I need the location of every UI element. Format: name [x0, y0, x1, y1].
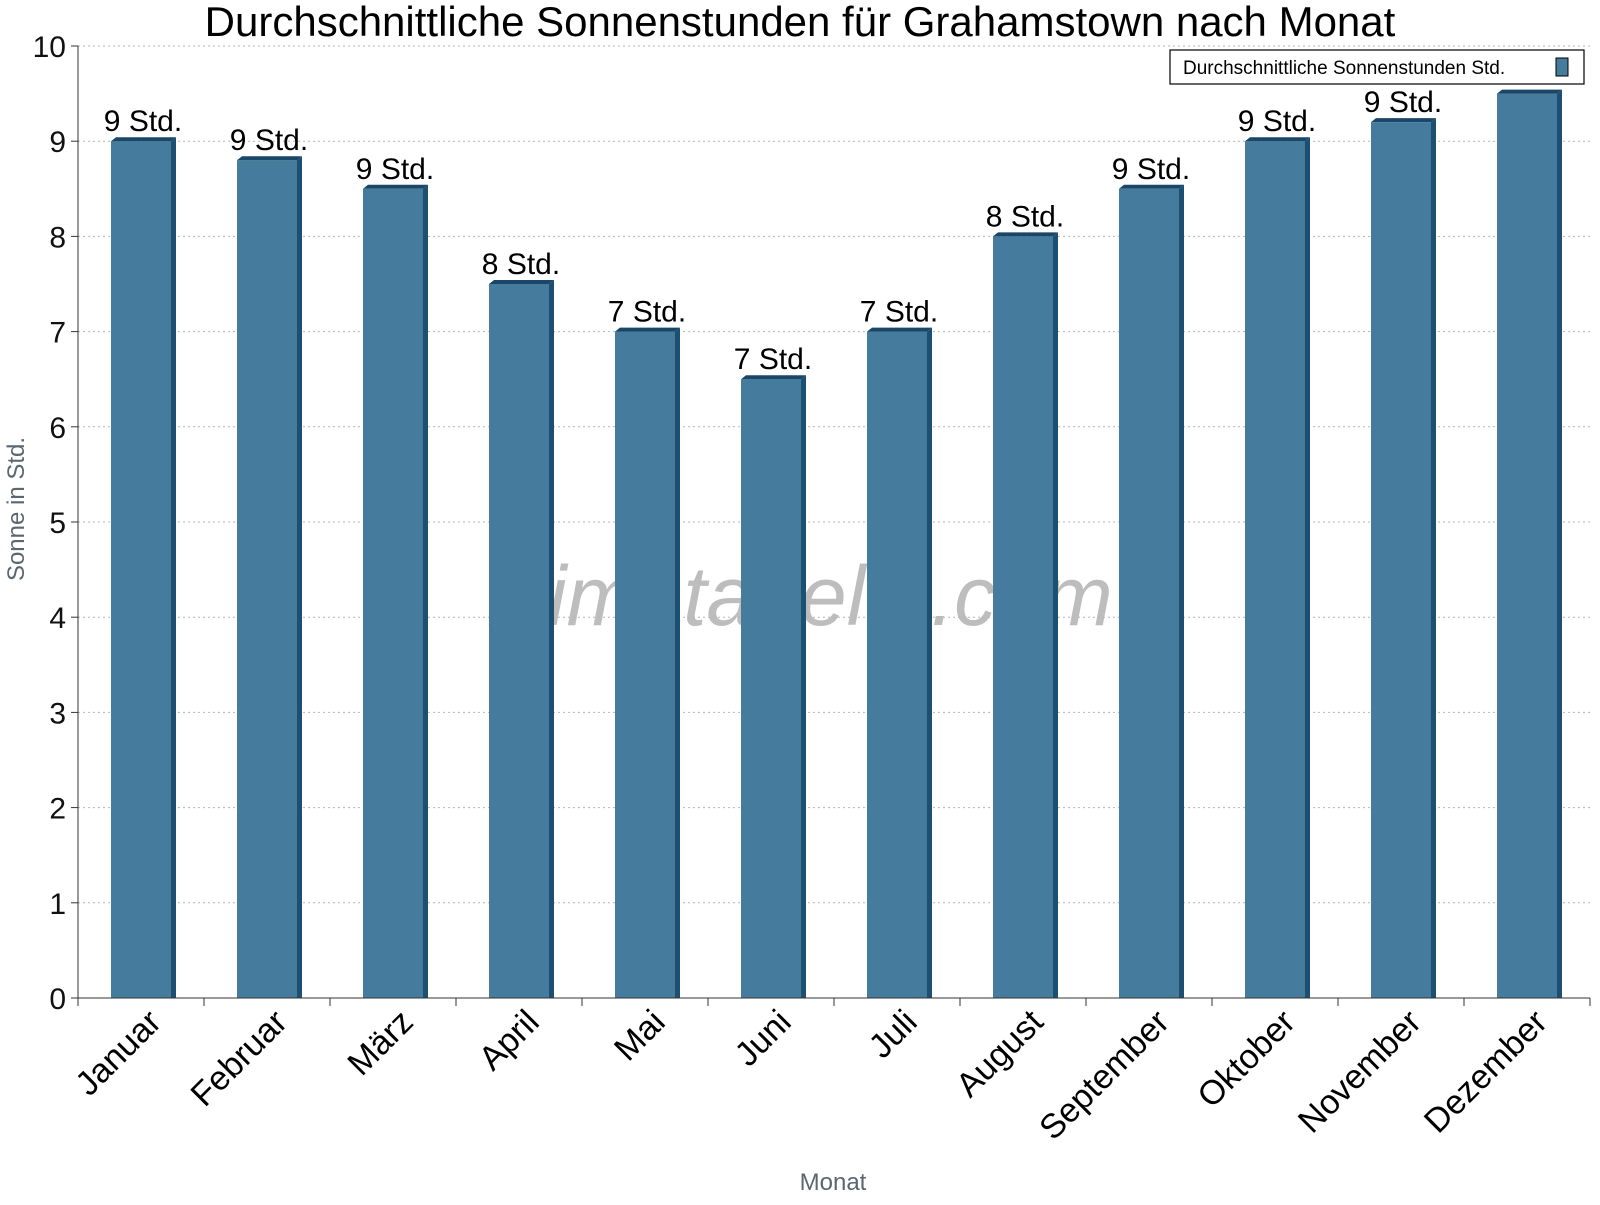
chart-title: Durchschnittliche Sonnenstunden für Grah… — [205, 0, 1396, 45]
bar-top — [489, 280, 554, 284]
bars — [111, 89, 1562, 999]
bar-top — [1119, 184, 1184, 189]
bar-side — [1053, 232, 1058, 998]
data-label: 8 Std. — [986, 200, 1064, 233]
bar-face — [489, 284, 549, 998]
bar-top — [1245, 137, 1310, 142]
y-tick-label: 8 — [49, 221, 66, 254]
bar — [615, 327, 680, 999]
data-label: 9 Std. — [230, 124, 308, 157]
bar — [741, 375, 806, 998]
y-tick-label: 3 — [49, 697, 66, 730]
bar-side — [1305, 137, 1310, 998]
bar-top — [111, 137, 176, 142]
data-label: 7 Std. — [608, 296, 686, 329]
y-tick-label: 7 — [49, 317, 66, 350]
bar-top — [993, 232, 1058, 237]
bar — [1371, 118, 1436, 998]
bar-face — [111, 141, 171, 998]
bar-side — [1431, 118, 1436, 998]
bar — [993, 232, 1058, 998]
x-tick-label: Oktober — [1190, 1003, 1302, 1115]
data-label: 7 Std. — [860, 296, 938, 329]
bar-face — [1371, 122, 1431, 998]
bar — [111, 137, 176, 998]
bar-face — [237, 160, 297, 999]
y-tick-label: 1 — [49, 888, 66, 921]
x-tick-label: April — [472, 1003, 547, 1078]
bar-side — [297, 156, 302, 999]
bar-top — [1371, 118, 1436, 123]
y-tick-label: 5 — [49, 507, 66, 540]
bar-face — [615, 331, 675, 999]
bar-top — [1497, 89, 1562, 94]
bar-face — [1245, 141, 1305, 998]
x-tick-label: Mai — [607, 1003, 673, 1069]
x-tick-label: Juli — [862, 1003, 925, 1066]
bar-face — [867, 331, 927, 999]
bar-side — [549, 280, 554, 998]
legend-box — [1169, 49, 1585, 85]
data-label: 9 Std. — [356, 153, 434, 186]
y-tick-label: 4 — [49, 602, 66, 635]
y-tick-label: 0 — [49, 983, 66, 1016]
bar-top — [363, 184, 428, 189]
bar-side — [423, 184, 428, 999]
bar-top — [237, 156, 302, 161]
bar-face — [741, 379, 801, 998]
x-tick-label: August — [949, 1002, 1051, 1104]
bar-side — [1179, 184, 1184, 999]
x-axis-label: Monat — [800, 1169, 867, 1196]
bar-top — [867, 327, 932, 332]
data-label: 9 Std. — [1238, 105, 1316, 138]
x-tick-label: September — [1032, 1003, 1176, 1147]
y-tick-label: 10 — [33, 31, 66, 64]
bar-face — [1497, 93, 1557, 999]
grid — [78, 45, 1590, 904]
y-tick-label: 9 — [49, 126, 66, 159]
legend-label: Durchschnittliche Sonnenstunden Std. — [1183, 58, 1505, 79]
bar — [1119, 184, 1184, 999]
bar-side — [675, 327, 680, 999]
bar-side — [171, 137, 176, 998]
legend-swatch — [1555, 57, 1569, 77]
data-labels: 9 Std. 9 Std. 9 Std. 8 Std. 7 Std. 7 Std. 7 St… — [104, 86, 1442, 376]
bar-top — [615, 327, 680, 332]
data-label: 9 Std. — [104, 105, 182, 138]
bar — [363, 184, 428, 999]
x-tick-label: Januar — [68, 1003, 168, 1103]
x-tick-label: Dezember — [1417, 1003, 1555, 1141]
bar — [1245, 137, 1310, 998]
x-tick-label: März — [340, 1003, 420, 1083]
bar-side — [927, 327, 932, 999]
bar-side — [1557, 89, 1562, 999]
legend: Durchschnittliche Sonnenstunden Std. — [1169, 49, 1585, 85]
bar — [489, 280, 554, 998]
x-tick-label: Februar — [184, 1003, 295, 1114]
bar-top — [741, 375, 806, 380]
data-label: 9 Std. — [1364, 86, 1442, 119]
data-label: 7 Std. — [734, 343, 812, 376]
bar — [237, 156, 302, 999]
y-axis-label: Sonne in Std. — [3, 437, 30, 581]
y-tick-label: 2 — [49, 793, 66, 826]
bar — [867, 327, 932, 999]
y-tick-label: 6 — [49, 412, 66, 445]
bar — [1497, 89, 1562, 999]
bar-side — [801, 375, 806, 998]
bar-face — [993, 236, 1053, 998]
x-tick-label: Juni — [728, 1003, 799, 1074]
bar-face — [1119, 188, 1179, 999]
data-label: 9 Std. — [1112, 153, 1190, 186]
bar-face — [363, 188, 423, 999]
data-label: 8 Std. — [482, 248, 560, 281]
x-tick-label: November — [1291, 1003, 1429, 1141]
